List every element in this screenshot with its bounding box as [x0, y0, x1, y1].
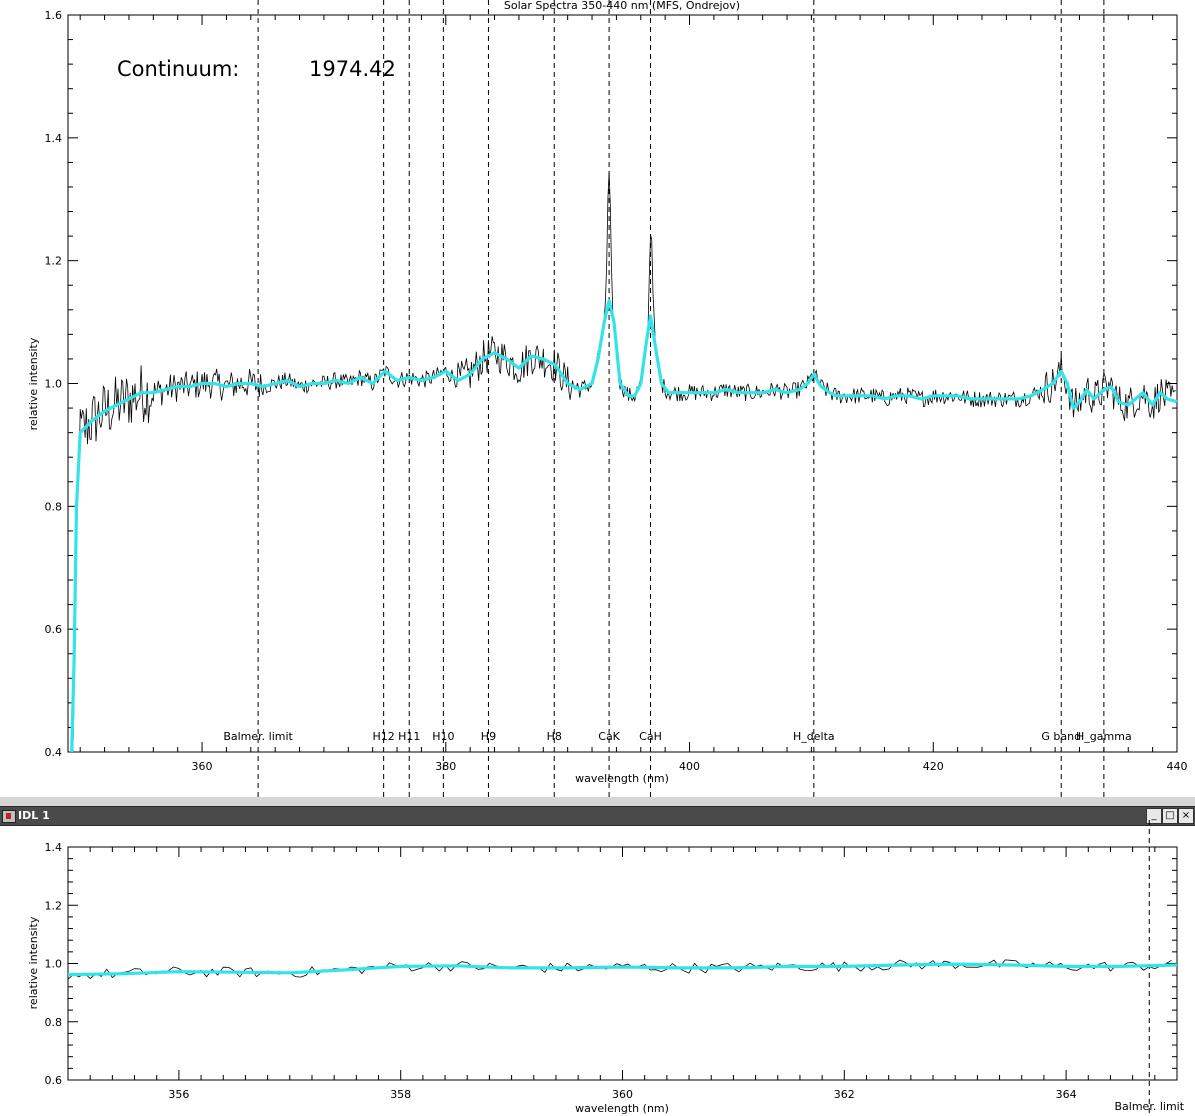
reference-line-label: H8 — [547, 730, 562, 743]
x-tick-label: 362 — [834, 1088, 855, 1101]
reference-line-label: H_delta — [793, 730, 835, 743]
x-tick-label: 360 — [612, 1088, 633, 1101]
reference-line-label: Balmer. limit — [223, 730, 293, 743]
continuum-label: Continuum: — [117, 57, 239, 81]
y-tick-label: 0.6 — [45, 1074, 63, 1087]
y-tick-label: 1.2 — [45, 899, 63, 912]
zoom-axis-ticks: 356 358 360 362 364 0.6 0.8 1.0 1.2 1.4 — [45, 841, 1178, 1101]
y-tick-label: 1.4 — [45, 841, 63, 854]
main-x-axis-title: wavelength (nm) — [575, 772, 669, 785]
background-window-strip — [0, 797, 1195, 806]
x-tick-label: 356 — [168, 1088, 189, 1101]
y-tick-label: 1.0 — [45, 378, 63, 391]
idl-window-titlebar[interactable]: IDL 1 _ □ × — [0, 806, 1195, 826]
main-smoothed-fit-line — [70, 299, 1178, 753]
y-tick-label: 0.4 — [45, 746, 63, 759]
y-tick-label: 1.6 — [45, 9, 63, 22]
reference-line-label: CaK — [598, 730, 620, 743]
main-chart-title: Solar Spectra 350-440 nm (MFS, Ondrejov) — [504, 0, 740, 12]
close-button[interactable]: × — [1178, 808, 1194, 824]
zoom-x-axis-title: wavelength (nm) — [575, 1102, 669, 1115]
y-tick-label: 1.4 — [45, 132, 63, 145]
x-tick-label: 380 — [435, 760, 456, 773]
idl-app-icon — [2, 810, 16, 823]
y-tick-label: 0.8 — [45, 500, 63, 513]
zoom-smoothed-fit-line — [67, 962, 1178, 977]
reference-line-label: H_gamma — [1076, 730, 1132, 743]
y-tick-label: 0.8 — [45, 1016, 63, 1029]
zoom-plot-frame — [67, 846, 1178, 1081]
reference-line-label: Balmer. limit — [1115, 1100, 1185, 1113]
x-tick-label: 420 — [923, 760, 944, 773]
zoom-reference-lines: Balmer. limit — [1115, 820, 1185, 1116]
y-tick-label: 1.2 — [45, 255, 63, 268]
reference-line-label: H12 — [372, 730, 394, 743]
main-axis-ticks: 360 380 400 420 440 0.4 0.6 0.8 1.0 1.2 1.4 1.6 — [45, 9, 1188, 773]
reference-line-label: CaH — [639, 730, 662, 743]
zoom-y-axis-title: relative intensity — [27, 916, 40, 1009]
minimize-button[interactable]: _ — [1146, 808, 1162, 824]
x-tick-label: 360 — [192, 760, 213, 773]
reference-line-label: H11 — [398, 730, 420, 743]
main-y-axis-title: relative intensity — [27, 337, 40, 430]
reference-line-label: H9 — [481, 730, 496, 743]
y-tick-label: 1.0 — [45, 958, 63, 971]
main-raw-spectrum-line — [71, 171, 1176, 753]
reference-line-label: G band — [1041, 730, 1081, 743]
main-reference-lines: Balmer. limit H12 H11 H10 H9 H8 CaK CaH H_delta G… — [223, 0, 1132, 797]
x-tick-label: 400 — [679, 760, 700, 773]
x-tick-label: 364 — [1056, 1088, 1077, 1101]
reference-line-label: H10 — [432, 730, 454, 743]
y-tick-label: 0.6 — [45, 623, 63, 636]
window-title: IDL 1 — [18, 809, 50, 822]
x-tick-label: 358 — [390, 1088, 411, 1101]
main-spectrum-chart: Balmer. limit H12 H11 H10 H9 H8 CaK CaH H_delta G… — [27, 0, 1188, 797]
zoom-raw-spectrum-line — [67, 959, 1172, 980]
x-tick-label: 440 — [1167, 760, 1188, 773]
continuum-value: 1974.42 — [309, 57, 396, 81]
maximize-button[interactable]: □ — [1162, 808, 1178, 824]
